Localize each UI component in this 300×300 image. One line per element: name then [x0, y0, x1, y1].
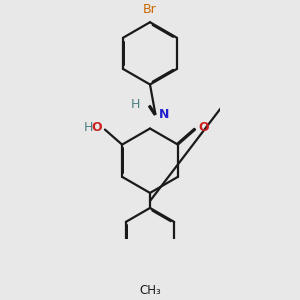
Text: O: O — [198, 122, 209, 134]
Text: N: N — [159, 107, 169, 121]
Text: O: O — [91, 122, 102, 134]
Text: CH₃: CH₃ — [139, 284, 161, 297]
Text: Br: Br — [143, 3, 157, 16]
Text: H: H — [84, 122, 93, 134]
Text: H: H — [131, 98, 140, 111]
